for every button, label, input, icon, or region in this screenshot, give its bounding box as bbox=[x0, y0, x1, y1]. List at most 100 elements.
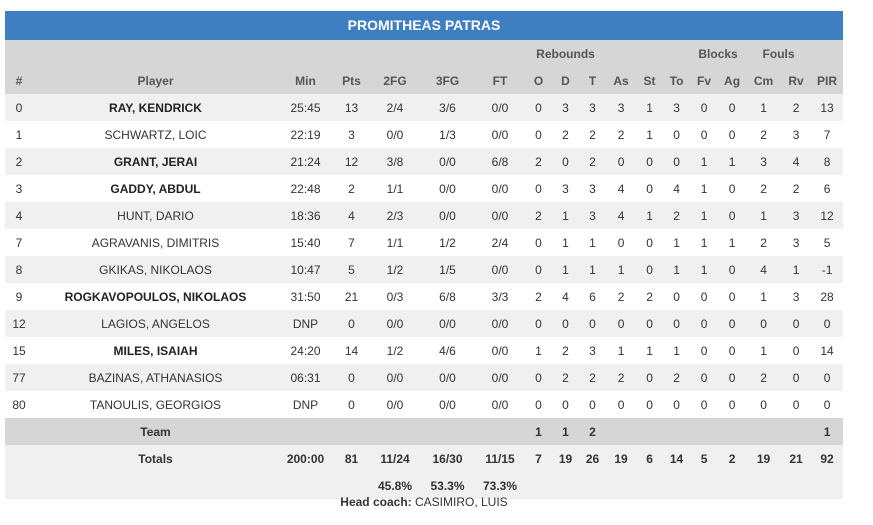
stat-cell-rv: 3 bbox=[781, 229, 812, 256]
stat-cell-rv: 4 bbox=[781, 148, 812, 175]
stat-cell-pir: 7 bbox=[811, 121, 844, 148]
stat-cell-pts: 2 bbox=[333, 175, 370, 202]
stat-cell-fv: 1 bbox=[690, 229, 719, 256]
stat-cell-ag: 0 bbox=[718, 283, 747, 310]
stat-cell-pir: 0 bbox=[811, 310, 844, 337]
player-number: 12 bbox=[5, 310, 33, 337]
player-name: AGRAVANIS, DIMITRIS bbox=[33, 229, 278, 256]
stat-cell-pir: 0 bbox=[811, 364, 844, 391]
team-stat-d: 1 bbox=[552, 418, 579, 445]
column-header: T bbox=[579, 67, 607, 94]
stat-cell-pts: 0 bbox=[333, 391, 370, 418]
empty-cell bbox=[746, 418, 782, 445]
stat-cell-ag: 0 bbox=[718, 175, 747, 202]
stat-cell-fv: 1 bbox=[690, 256, 719, 283]
stat-cell-min: 10:47 bbox=[278, 256, 333, 283]
stat-cell-st: 1 bbox=[636, 121, 664, 148]
stat-cell-cm: 2 bbox=[746, 121, 782, 148]
total-stat-pir: 92 bbox=[811, 445, 844, 472]
stat-cell-pts: 7 bbox=[333, 229, 370, 256]
column-header: To bbox=[663, 67, 691, 94]
stat-cell-fv: 1 bbox=[690, 175, 719, 202]
player-row: 80 TANOULIS, GEORGIOS DNP 0 0/0 0/0 0/0 0 0 0 0 0 0 0… bbox=[5, 391, 844, 418]
player-name: MILES, ISAIAH bbox=[33, 337, 278, 364]
column-header: Cm bbox=[746, 67, 782, 94]
column-header: Min bbox=[278, 67, 333, 94]
stat-cell-o: 2 bbox=[525, 283, 552, 310]
player-name: HUNT, DARIO bbox=[33, 202, 278, 229]
stat-cell-to: 0 bbox=[663, 283, 691, 310]
stat-cell-fg3: 0/0 bbox=[420, 175, 475, 202]
stat-cell-fg2: 1/1 bbox=[370, 175, 420, 202]
stat-cell-o: 0 bbox=[525, 229, 552, 256]
team-title: PROMITHEAS PATRAS bbox=[5, 11, 843, 40]
stat-cell-fg2: 0/3 bbox=[370, 283, 420, 310]
stat-cell-fg2: 0/0 bbox=[370, 121, 420, 148]
stat-cell-rv: 1 bbox=[781, 256, 812, 283]
player-row: 12 LAGIOS, ANGELOS DNP 0 0/0 0/0 0/0 0 0 0 0 0 0 0 0 0 0… bbox=[5, 310, 844, 337]
boxscore: PROMITHEAS PATRAS Rebounds Blocks Fouls … bbox=[5, 11, 844, 499]
stat-cell-to: 2 bbox=[663, 364, 691, 391]
stat-cell-to: 0 bbox=[663, 148, 691, 175]
empty-cell bbox=[781, 418, 812, 445]
stat-cell-cm: 1 bbox=[746, 283, 782, 310]
stat-cell-min: 25:45 bbox=[278, 94, 333, 121]
stat-cell-st: 0 bbox=[636, 256, 664, 283]
player-row: 1 SCHWARTZ, LOIC 22:19 3 0/0 1/3 0/0 0 2 2 2 1 0 0 0 2 3… bbox=[5, 121, 844, 148]
total-stat-ft: 11/15 bbox=[475, 445, 525, 472]
stat-cell-fg2: 1/1 bbox=[370, 229, 420, 256]
empty-cell bbox=[606, 472, 637, 499]
total-stat-d: 19 bbox=[552, 445, 579, 472]
stat-cell-fg2: 2/4 bbox=[370, 94, 420, 121]
stat-cell-d: 2 bbox=[552, 364, 579, 391]
stat-cell-rv: 2 bbox=[781, 175, 812, 202]
stat-cell-ft: 0/0 bbox=[475, 121, 525, 148]
stat-cell-to: 3 bbox=[663, 94, 691, 121]
player-name: RAY, KENDRICK bbox=[33, 94, 278, 121]
stat-cell-t: 2 bbox=[579, 121, 607, 148]
total-stat-to: 14 bbox=[663, 445, 691, 472]
total-stat-o: 7 bbox=[525, 445, 552, 472]
player-number: 7 bbox=[5, 229, 33, 256]
stat-cell-st: 1 bbox=[636, 337, 664, 364]
player-row: 77 BAZINAS, ATHANASIOS 06:31 0 0/0 0/0 0/0 0 2 2 2… bbox=[5, 364, 844, 391]
stat-cell-min: 06:31 bbox=[278, 364, 333, 391]
stat-cell-rv: 3 bbox=[781, 283, 812, 310]
empty-cell bbox=[579, 472, 607, 499]
player-row: 4 HUNT, DARIO 18:36 4 2/3 0/0 0/0 2 1 3 4 1 2 1 0 1 3 12 bbox=[5, 202, 844, 229]
stat-cell-pts: 21 bbox=[333, 283, 370, 310]
stat-cell-t: 0 bbox=[579, 391, 607, 418]
stat-cell-ft: 3/3 bbox=[475, 283, 525, 310]
empty-cell bbox=[33, 472, 278, 499]
stat-cell-ft: 0/0 bbox=[475, 310, 525, 337]
stat-cell-cm: 0 bbox=[746, 391, 782, 418]
stat-cell-o: 0 bbox=[525, 94, 552, 121]
stat-cell-as: 2 bbox=[606, 283, 637, 310]
stat-cell-o: 0 bbox=[525, 175, 552, 202]
stat-cell-pts: 12 bbox=[333, 148, 370, 175]
head-coach-label: Head coach: bbox=[340, 495, 412, 509]
stat-cell-to: 0 bbox=[663, 391, 691, 418]
empty-cell bbox=[690, 418, 719, 445]
stat-cell-fg3: 4/6 bbox=[420, 337, 475, 364]
stat-cell-ft: 6/8 bbox=[475, 148, 525, 175]
stat-cell-fg3: 1/5 bbox=[420, 256, 475, 283]
empty-cell bbox=[746, 472, 782, 499]
empty-cell bbox=[663, 418, 691, 445]
stat-cell-pir: 12 bbox=[811, 202, 844, 229]
total-stat-rv: 21 bbox=[781, 445, 812, 472]
stat-cell-pir: 5 bbox=[811, 229, 844, 256]
stat-cell-pts: 0 bbox=[333, 364, 370, 391]
totals-row: Totals 200:00 81 11/24 16/30 11/15 7 19 26 19 6 14 5… bbox=[5, 445, 844, 472]
stat-cell-fg3: 0/0 bbox=[420, 391, 475, 418]
stat-cell-rv: 0 bbox=[781, 337, 812, 364]
stat-cell-pts: 5 bbox=[333, 256, 370, 283]
stat-cell-ft: 0/0 bbox=[475, 364, 525, 391]
stat-cell-d: 3 bbox=[552, 94, 579, 121]
total-stat-min: 200:00 bbox=[278, 445, 333, 472]
stat-cell-to: 0 bbox=[663, 310, 691, 337]
stat-cell-t: 1 bbox=[579, 256, 607, 283]
player-name: GRANT, JERAI bbox=[33, 148, 278, 175]
stat-cell-d: 2 bbox=[552, 121, 579, 148]
stat-cell-t: 3 bbox=[579, 94, 607, 121]
